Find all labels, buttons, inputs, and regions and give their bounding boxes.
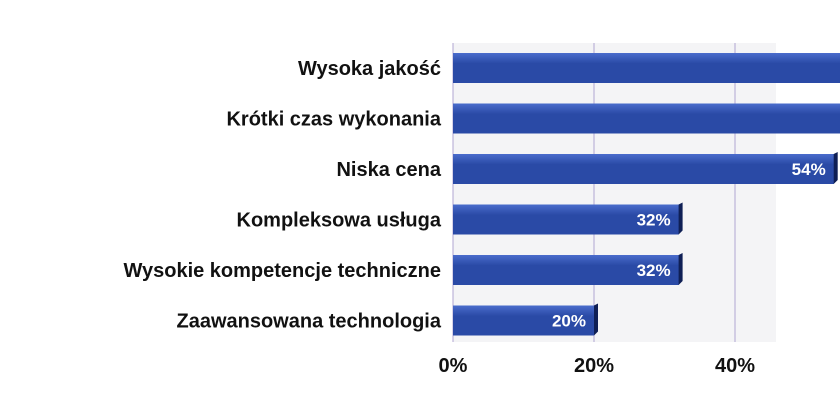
bar-group: 20% xyxy=(453,303,598,336)
bar xyxy=(453,305,594,336)
data-label: 54% xyxy=(792,160,826,179)
bar xyxy=(453,103,840,134)
data-label: 20% xyxy=(552,312,586,331)
data-label: 32% xyxy=(637,211,671,230)
bar-group: 32% xyxy=(453,253,683,285)
category-labels: Wysoka jakość Krótki czas wykonania Niska … xyxy=(123,58,441,333)
bar-group: 82% xyxy=(453,103,840,134)
bars: 88% 82% 54% 32% 32% 20% xyxy=(453,53,840,336)
category-label: Kompleksowa usługa xyxy=(237,210,442,232)
gridlines xyxy=(452,43,736,342)
x-tick-label: 40% xyxy=(715,355,755,377)
category-label: Zaawansowana technologia xyxy=(176,311,441,333)
bar-group: 88% xyxy=(453,53,840,83)
x-tick-label: 20% xyxy=(574,355,614,377)
category-label: Krótki czas wykonania xyxy=(226,109,441,131)
plot-area xyxy=(453,43,776,342)
category-label: Niska cena xyxy=(336,159,441,181)
x-axis-ticks: 0%20%40%60%80% xyxy=(439,355,756,377)
bar-group: 54% xyxy=(453,152,838,184)
bar xyxy=(453,255,679,285)
category-label: Wysoka jakość xyxy=(298,58,441,80)
bar xyxy=(453,204,679,235)
data-label: 32% xyxy=(637,261,671,280)
bar xyxy=(453,154,834,184)
category-label: Wysokie kompetencje techniczne xyxy=(123,260,441,282)
x-tick-label: 0% xyxy=(439,355,468,377)
bar xyxy=(453,53,840,83)
bar-group: 32% xyxy=(453,202,683,235)
